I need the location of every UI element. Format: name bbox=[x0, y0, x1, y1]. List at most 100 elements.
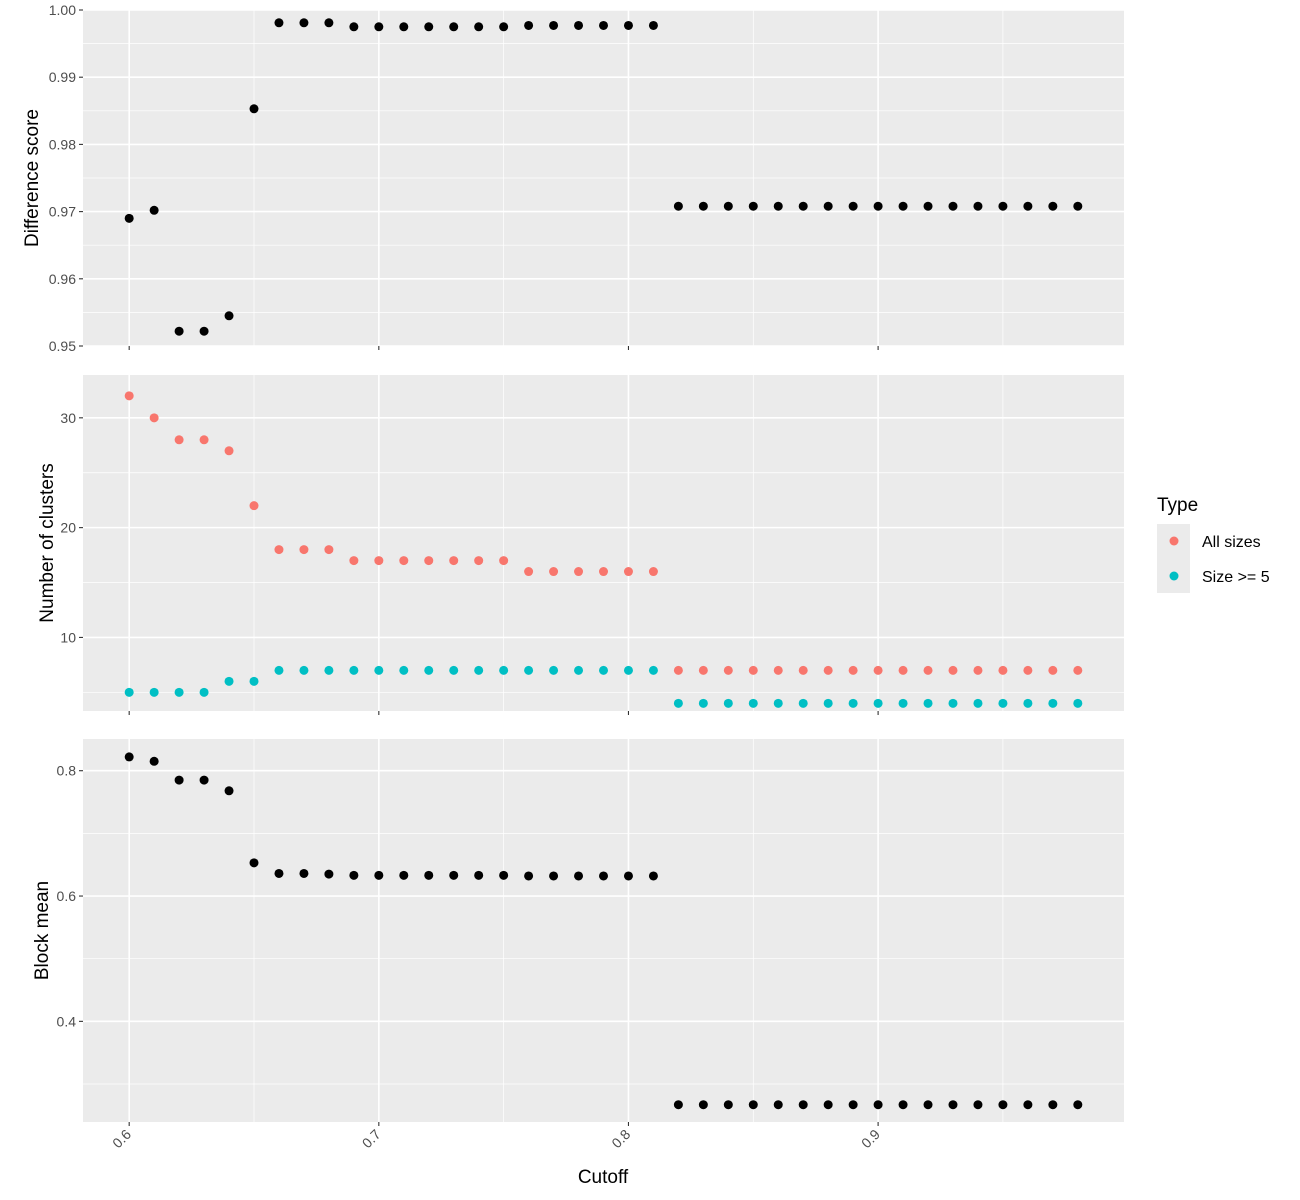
y-tick-label: 0.4 bbox=[57, 1013, 77, 1029]
data-point bbox=[174, 687, 184, 697]
data-point bbox=[998, 201, 1008, 211]
data-point bbox=[549, 871, 559, 881]
data-point bbox=[823, 698, 833, 708]
data-point bbox=[174, 775, 184, 785]
data-point bbox=[124, 213, 134, 223]
legend-key-size-ge-5 bbox=[1169, 571, 1179, 581]
data-point bbox=[449, 556, 459, 566]
data-point bbox=[723, 665, 733, 675]
data-point bbox=[499, 22, 509, 32]
data-point bbox=[748, 665, 758, 675]
data-point bbox=[424, 870, 434, 880]
data-point bbox=[798, 201, 808, 211]
data-point bbox=[274, 18, 284, 28]
data-point bbox=[748, 201, 758, 211]
data-point bbox=[474, 870, 484, 880]
y-axis-title: Difference score bbox=[22, 109, 43, 247]
data-point bbox=[374, 870, 384, 880]
data-point bbox=[623, 567, 633, 577]
data-point bbox=[349, 556, 359, 566]
data-point bbox=[923, 201, 933, 211]
data-point bbox=[224, 676, 234, 686]
data-point bbox=[673, 1100, 683, 1110]
data-point bbox=[873, 1100, 883, 1110]
data-point bbox=[449, 22, 459, 32]
panel-background bbox=[83, 375, 1124, 711]
data-point bbox=[973, 201, 983, 211]
data-point bbox=[1073, 201, 1083, 211]
data-point bbox=[698, 698, 708, 708]
data-point bbox=[723, 201, 733, 211]
data-point bbox=[998, 665, 1008, 675]
data-point bbox=[249, 501, 259, 511]
data-point bbox=[199, 326, 209, 336]
data-point bbox=[599, 20, 608, 30]
data-point bbox=[948, 665, 958, 675]
data-point bbox=[623, 20, 633, 30]
data-point bbox=[149, 756, 159, 766]
data-point bbox=[748, 1100, 758, 1110]
data-point bbox=[599, 665, 608, 675]
x-tick-label: 0.7 bbox=[359, 1126, 384, 1151]
data-point bbox=[1023, 201, 1033, 211]
legend: Type All sizes Size >= 5 bbox=[1157, 495, 1270, 593]
data-point bbox=[599, 567, 608, 577]
data-point bbox=[524, 567, 534, 577]
data-point bbox=[898, 698, 908, 708]
data-point bbox=[898, 665, 908, 675]
data-point bbox=[823, 1100, 833, 1110]
panels-layer: 0.95 0.96 0.97 0.98 0.99 1.00 Difference score… bbox=[22, 2, 1124, 1126]
data-point bbox=[773, 1100, 783, 1110]
data-point bbox=[499, 556, 509, 566]
y-tick-label: 1.00 bbox=[49, 2, 76, 18]
data-point bbox=[424, 665, 434, 675]
y-tick-label: 0.99 bbox=[49, 69, 76, 85]
series-1 bbox=[124, 391, 1083, 675]
data-point bbox=[524, 20, 534, 30]
data-point bbox=[848, 201, 858, 211]
data-point bbox=[424, 22, 434, 32]
data-point bbox=[1073, 665, 1083, 675]
data-point bbox=[274, 868, 284, 878]
data-point bbox=[174, 326, 184, 336]
data-point bbox=[549, 567, 559, 577]
data-point bbox=[923, 1100, 933, 1110]
data-point bbox=[199, 687, 209, 697]
data-point bbox=[249, 858, 259, 868]
data-point bbox=[124, 752, 134, 762]
data-point bbox=[374, 665, 384, 675]
data-point bbox=[873, 201, 883, 211]
y-tick-label: 30 bbox=[60, 410, 76, 426]
data-point bbox=[549, 665, 559, 675]
data-point bbox=[399, 665, 409, 675]
data-point bbox=[299, 665, 309, 675]
data-point bbox=[973, 698, 983, 708]
data-point bbox=[648, 665, 658, 675]
data-point bbox=[399, 870, 409, 880]
legend-key-background bbox=[1157, 524, 1190, 593]
data-point bbox=[948, 698, 958, 708]
panel-background bbox=[83, 739, 1124, 1122]
data-point bbox=[698, 1100, 708, 1110]
data-point bbox=[474, 556, 484, 566]
data-point bbox=[424, 556, 434, 566]
data-point bbox=[1023, 665, 1033, 675]
data-point bbox=[374, 556, 384, 566]
data-point bbox=[574, 665, 584, 675]
data-point bbox=[299, 545, 309, 555]
panel-2: 10 20 30 Number of clusters bbox=[37, 375, 1124, 715]
data-point bbox=[798, 698, 808, 708]
data-point bbox=[1023, 698, 1033, 708]
data-point bbox=[224, 786, 234, 796]
data-point bbox=[948, 1100, 958, 1110]
data-point bbox=[948, 201, 958, 211]
data-point bbox=[998, 698, 1008, 708]
data-point bbox=[973, 1100, 983, 1110]
data-point bbox=[174, 435, 184, 445]
data-point bbox=[823, 665, 833, 675]
data-point bbox=[149, 687, 159, 697]
data-point bbox=[199, 435, 209, 445]
data-point bbox=[249, 104, 259, 114]
data-point bbox=[1023, 1100, 1033, 1110]
